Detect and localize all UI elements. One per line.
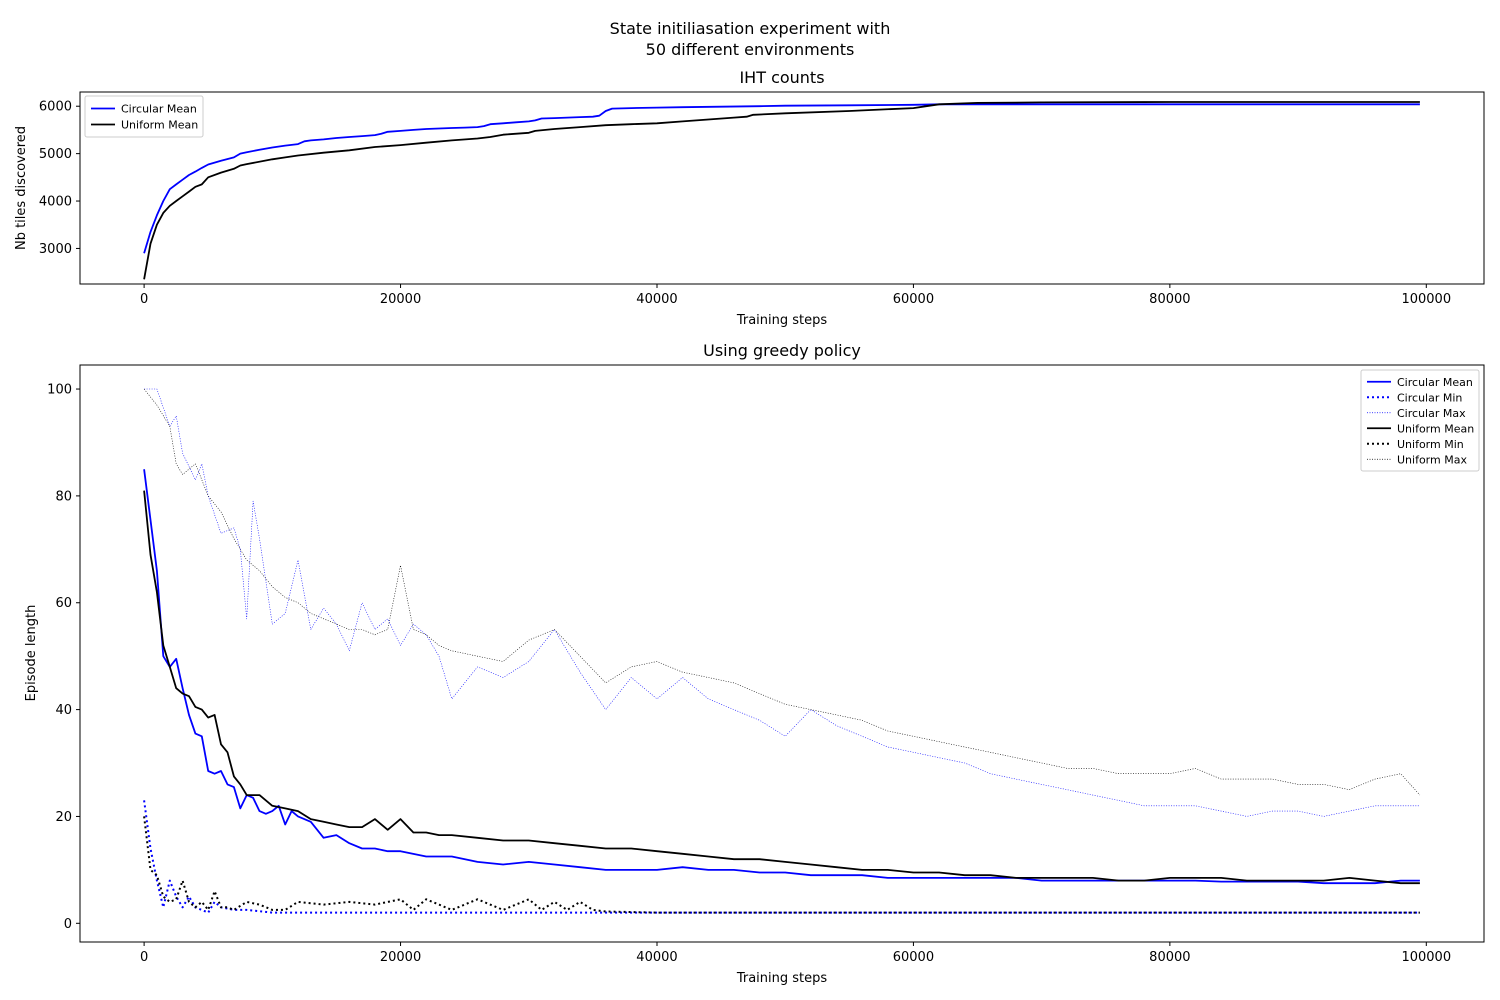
y-tick-label: 0 xyxy=(64,917,72,932)
y-tick-label: 80 xyxy=(55,489,72,504)
series-circular-max-line xyxy=(144,388,1420,817)
x-tick-label: 0 xyxy=(140,950,148,965)
tick-group: 0 20000 40000 60000 80000 100000 0 20 40 60 80 100 xyxy=(47,383,1451,965)
x-tick-label: 20000 xyxy=(380,950,421,965)
x-tick-label: 100000 xyxy=(1401,292,1451,307)
series-uniform-mean-line xyxy=(143,101,1420,280)
legend-entry-circular-min: Circular Min xyxy=(1397,391,1462,404)
legend-box xyxy=(1360,369,1480,472)
x-tick-label: 80000 xyxy=(1149,292,1190,307)
x-tick-label: 40000 xyxy=(636,950,677,965)
y-tick-label: 3000 xyxy=(39,242,72,257)
x-tick-label: 80000 xyxy=(1149,950,1190,965)
series-uniform-mean-line xyxy=(143,490,1420,885)
legend-entry-circular-max: Circular Max xyxy=(1397,407,1466,420)
y-tick-label: 60 xyxy=(55,596,72,611)
iht-counts-chart: IHT counts Training steps Nb tiles disco… xyxy=(14,68,1485,328)
y-tick-label: 4000 xyxy=(39,195,72,210)
legend-entry-circular-mean: Circular Mean xyxy=(1397,376,1473,389)
chart-title: Using greedy policy xyxy=(703,341,861,360)
x-tick-label: 60000 xyxy=(893,950,934,965)
series-uniform-min-line xyxy=(143,816,1420,914)
y-tick-label: 40 xyxy=(55,703,72,718)
tick-group: 0 20000 40000 60000 80000 100000 3000 4000 5000 6… xyxy=(39,100,1451,307)
series-circular-min-line xyxy=(143,800,1420,914)
plot-frame xyxy=(79,364,1485,943)
legend-entry-uniform-mean: Uniform Mean xyxy=(121,119,198,132)
x-axis-label: Training steps xyxy=(736,971,828,986)
x-tick-label: 20000 xyxy=(380,292,421,307)
legend: Circular Mean Uniform Mean xyxy=(84,95,204,138)
figure-title-line-1: State initiliasation experiment with xyxy=(610,19,891,38)
series-group xyxy=(143,101,1420,280)
x-axis-label: Training steps xyxy=(736,313,828,328)
y-axis-label: Episode length xyxy=(24,605,39,702)
y-tick-label: 6000 xyxy=(39,100,72,115)
legend-entry-uniform-max: Uniform Max xyxy=(1397,453,1467,466)
x-tick-label: 40000 xyxy=(636,292,677,307)
legend: Circular Mean Circular Min Circular Max Uni… xyxy=(1360,369,1480,472)
greedy-policy-chart: Using greedy policy Training steps Episo… xyxy=(24,341,1485,986)
x-tick-label: 100000 xyxy=(1401,950,1451,965)
legend-box xyxy=(84,95,204,138)
y-tick-label: 5000 xyxy=(39,147,72,162)
x-tick-label: 60000 xyxy=(893,292,934,307)
legend-entry-uniform-min: Uniform Min xyxy=(1397,438,1464,451)
series-circular-mean-line xyxy=(143,103,1420,254)
x-tick-label: 0 xyxy=(140,292,148,307)
legend-entry-uniform-mean: Uniform Mean xyxy=(1397,422,1474,435)
legend-entry-circular-mean: Circular Mean xyxy=(121,103,197,116)
series-group xyxy=(143,388,1421,914)
figure-title-line-2: 50 different environments xyxy=(646,40,855,59)
y-axis-label: Nb tiles discovered xyxy=(14,126,29,250)
y-tick-label: 100 xyxy=(47,383,72,398)
plot-frame xyxy=(79,91,1485,285)
chart-title: IHT counts xyxy=(739,68,824,87)
y-tick-label: 20 xyxy=(55,810,72,825)
